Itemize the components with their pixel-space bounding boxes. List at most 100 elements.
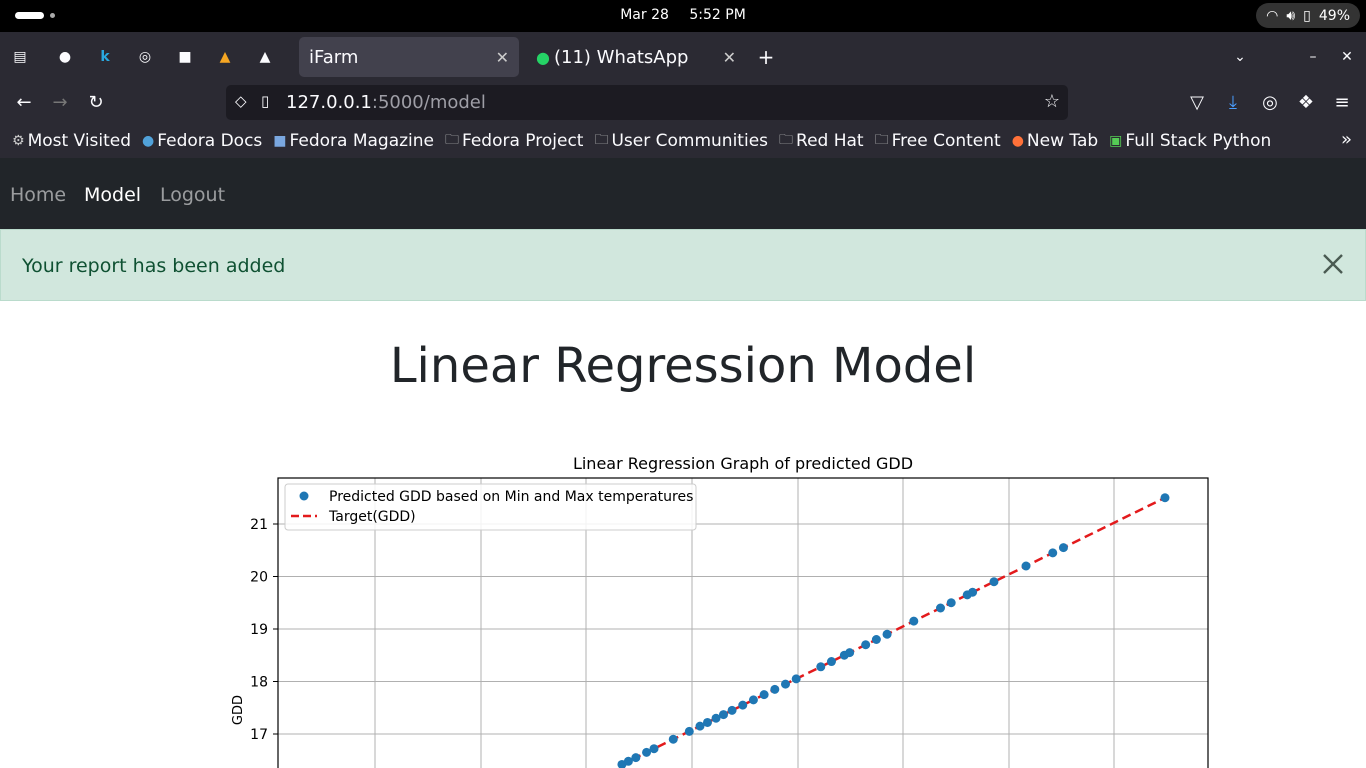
data-point — [1160, 493, 1170, 503]
account-icon[interactable]: ◎ — [1262, 92, 1278, 113]
fedora-icon: ● — [142, 132, 155, 149]
bookmark-new-tab[interactable]: ● New Tab — [1012, 131, 1098, 151]
firefox-view-icon[interactable]: ▤ — [13, 49, 27, 65]
reload-icon[interactable]: ↻ — [88, 92, 104, 113]
data-point — [631, 753, 641, 763]
app-navbar: Home Model Logout — [0, 158, 1366, 229]
close-icon[interactable]: ✕ — [495, 47, 509, 67]
globe-pinned-tab-icon[interactable]: ◎ — [138, 49, 152, 65]
data-point — [936, 603, 946, 613]
data-point — [759, 690, 769, 700]
bookmark-label: Fedora Docs — [157, 130, 263, 151]
data-point — [946, 598, 956, 608]
y-axis-label: GDD — [231, 695, 246, 725]
github-pinned-tab-icon[interactable]: ● — [58, 49, 72, 65]
menu-hamburger-icon[interactable]: ≡ — [1334, 92, 1350, 113]
data-point — [668, 734, 678, 744]
bookmark-user-communities[interactable]: 🗀︎ User Communities — [594, 129, 768, 153]
pocket-icon[interactable]: ▽ — [1190, 92, 1204, 113]
tab-label: iFarm — [309, 46, 359, 68]
bookmark-label: Full Stack Python — [1125, 130, 1272, 151]
system-top-bar: Mar 28 5:52 PM ◠ 🔊︎ ▯ 49% — [0, 0, 1366, 32]
bookmark-fedora-magazine[interactable]: ■ Fedora Magazine — [273, 131, 434, 151]
shield-icon[interactable]: ◇ — [235, 92, 247, 110]
url-text: 127.0.0.1:5000/model — [286, 92, 486, 113]
chart-legend: Predicted GDD based on Min and Max tempe… — [284, 483, 697, 531]
data-point — [623, 756, 633, 766]
minimize-icon[interactable]: – — [1309, 49, 1317, 65]
nav-home-link[interactable]: Home — [10, 184, 67, 206]
bookmark-label: Free Content — [891, 130, 1001, 151]
chart-plot-frame — [277, 477, 1209, 768]
data-point — [649, 744, 659, 754]
legend-entry-predicted: Predicted GDD based on Min and Max tempe… — [329, 489, 693, 505]
browser-tab-bar: ▤ ● k ◎ ■ ▲ ▲ iFarm ✕ ● (11) WhatsApp ✕ … — [0, 32, 1366, 82]
app-pinned-tab-icon[interactable]: ■ — [178, 49, 192, 65]
data-point — [702, 717, 712, 727]
data-point — [968, 587, 978, 597]
bookmark-label: Red Hat — [796, 130, 864, 151]
bookmark-label: User Communities — [611, 130, 769, 151]
data-point — [826, 657, 836, 667]
forward-arrow-icon[interactable]: → — [52, 92, 68, 113]
data-point — [871, 635, 881, 644]
nav-logout-link[interactable]: Logout — [160, 184, 226, 206]
bookmark-free-content[interactable]: 🗀︎ Free Content — [875, 129, 1001, 153]
bookmark-label: Fedora Project — [462, 130, 584, 151]
bookmarks-toolbar: ⚙ Most Visited ● Fedora Docs ■ Fedora Magaz… — [0, 123, 1366, 158]
close-icon[interactable]: ✕ — [722, 47, 736, 67]
activities-indicator[interactable] — [15, 12, 44, 19]
bookmark-fedora-docs[interactable]: ● Fedora Docs — [142, 131, 262, 151]
legend-entry-target: Target(GDD) — [328, 509, 416, 525]
fedora-magazine-icon: ■ — [273, 132, 287, 149]
page-title: Linear Regression Model — [389, 338, 977, 394]
k-pinned-tab-icon[interactable]: k — [100, 49, 110, 65]
data-point — [695, 721, 705, 731]
regression-chart: Linear Regression Graph of predicted GDD… — [231, 454, 1209, 768]
data-point — [909, 616, 919, 626]
window-close-icon[interactable]: ✕ — [1341, 49, 1353, 65]
wifi-icon: ◠ — [1266, 7, 1279, 24]
bookmark-full-stack-python[interactable]: ▣ Full Stack Python — [1109, 131, 1271, 151]
data-point — [1058, 543, 1068, 553]
full-stack-python-icon: ▣ — [1109, 132, 1123, 149]
tab-ifarm[interactable]: iFarm ✕ — [299, 37, 519, 77]
clock[interactable]: Mar 28 5:52 PM — [0, 7, 1366, 23]
system-status-menu[interactable]: ◠ 🔊︎ ▯ 49% — [1256, 3, 1360, 28]
list-tabs-chevron-down-icon[interactable]: ⌄ — [1234, 49, 1246, 65]
tab-whatsapp[interactable]: ● (11) WhatsApp ✕ — [526, 37, 746, 77]
data-point — [845, 648, 855, 658]
alert-close-icon[interactable] — [1321, 252, 1345, 276]
alert-message: Your report has been added — [22, 255, 286, 277]
legend-point-marker — [299, 491, 309, 501]
folder-icon: 🗀︎ — [779, 131, 794, 148]
data-point — [1048, 548, 1058, 558]
data-point — [816, 662, 826, 672]
nav-model-link[interactable]: Model — [84, 184, 142, 206]
url-host: 127.0.0.1 — [286, 92, 372, 113]
bookmark-fedora-project[interactable]: 🗀︎ Fedora Project — [445, 129, 583, 153]
data-point — [642, 747, 652, 757]
browser-navigation-bar: ← → ↻ ◇ ▯ 127.0.0.1:5000/model ☆ ▽ ⤓ ◎ ❖… — [0, 82, 1366, 123]
bookmark-most-visited[interactable]: ⚙ Most Visited — [12, 131, 131, 151]
folder-icon: 🗀︎ — [874, 131, 889, 148]
url-bar[interactable]: ◇ ▯ 127.0.0.1:5000/model ☆ — [226, 85, 1068, 120]
back-arrow-icon[interactable]: ← — [16, 92, 32, 113]
bookmark-red-hat[interactable]: 🗀︎ Red Hat — [779, 129, 864, 153]
extensions-icon[interactable]: ❖ — [1297, 92, 1315, 113]
bookmark-star-icon[interactable]: ☆ — [1043, 91, 1060, 112]
bookmark-label: Most Visited — [27, 130, 132, 151]
clock-time: 5:52 PM — [689, 7, 746, 23]
new-tab-plus-icon[interactable]: + — [757, 45, 775, 69]
downloads-icon[interactable]: ⤓ — [1229, 92, 1237, 113]
data-point — [861, 640, 871, 650]
bookmarks-overflow-chevron-icon[interactable]: » — [1340, 129, 1352, 150]
y-tick-label: 21 — [250, 517, 268, 533]
bookmark-label: New Tab — [1026, 130, 1099, 151]
firebase-pinned-tab-icon[interactable]: ▲ — [219, 49, 231, 65]
vercel-pinned-tab-icon[interactable]: ▲ — [259, 49, 271, 65]
page-info-icon[interactable]: ▯ — [261, 92, 270, 110]
gear-icon: ⚙ — [12, 132, 25, 149]
folder-icon: 🗀︎ — [445, 131, 459, 148]
volume-icon: 🔊︎ — [1286, 7, 1296, 24]
